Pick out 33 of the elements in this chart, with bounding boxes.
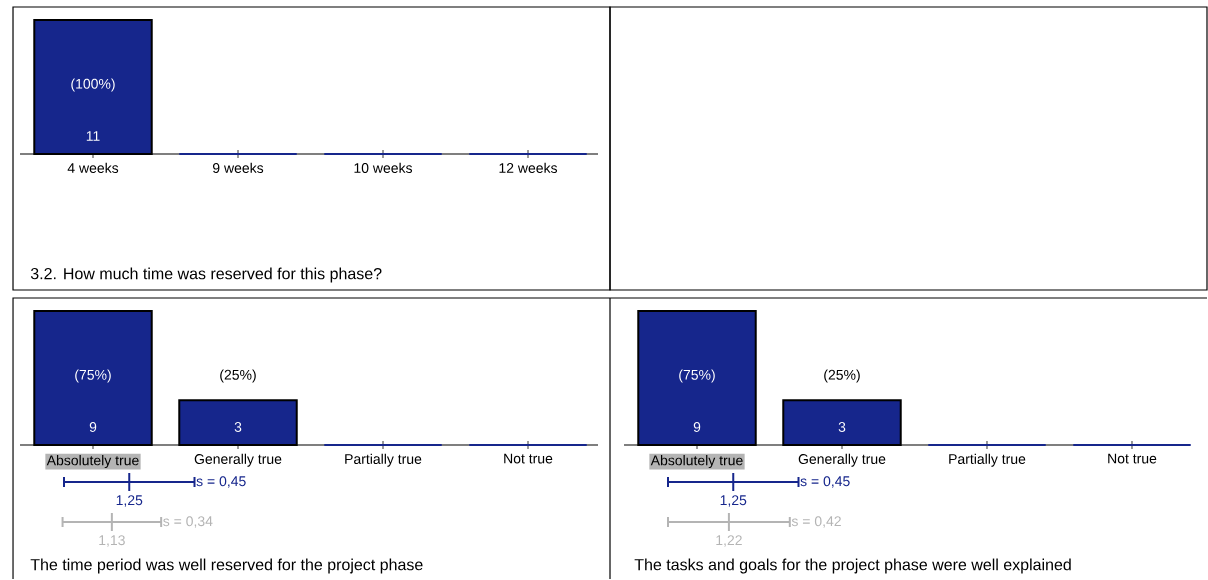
text: 1,25: [720, 495, 747, 507]
text: 1,22: [716, 535, 742, 547]
x-tick-label: 12 weeks: [499, 162, 558, 174]
x-tick-label: 4 weeks: [67, 162, 119, 174]
text: 1,13: [99, 535, 125, 547]
x-tick-label: 9 weeks: [212, 162, 264, 174]
text: The time period was well reserved for the project phase: [30, 558, 423, 574]
x-tick-label: Partially true: [949, 453, 1026, 467]
x-tick-label: Absolutely true: [650, 455, 743, 469]
x-tick-label: Partially true: [345, 453, 422, 467]
text: s = 0,45: [800, 476, 850, 488]
text: s = 0,42: [791, 516, 841, 528]
text: s = 0,45: [196, 476, 246, 488]
data-label: 3: [234, 422, 242, 433]
x-tick-label: Not true: [504, 453, 553, 464]
data-label: 11: [86, 131, 100, 142]
x-tick-label: Generally true: [798, 453, 886, 467]
annotation: (25%): [220, 369, 256, 383]
text: s = 0,34: [163, 516, 213, 528]
text: 1,25: [116, 495, 143, 507]
annotation: (100%): [71, 78, 115, 92]
data-label: 9: [693, 422, 701, 433]
x-tick-label: Generally true: [194, 453, 282, 467]
annotation: (25%): [824, 369, 860, 383]
x-tick-label: 10 weeks: [354, 162, 413, 174]
data-label: 3: [838, 422, 846, 433]
annotation: (75%): [75, 369, 111, 383]
data-label: 9: [89, 422, 97, 433]
text: 3.2. How much time was reserved for this phase?: [30, 267, 382, 283]
x-tick-label: Absolutely true: [46, 455, 139, 469]
text: The tasks and goals for the project phase were well explained: [634, 558, 1071, 574]
annotation: (75%): [679, 369, 715, 383]
x-tick-label: Not true: [1108, 453, 1157, 464]
